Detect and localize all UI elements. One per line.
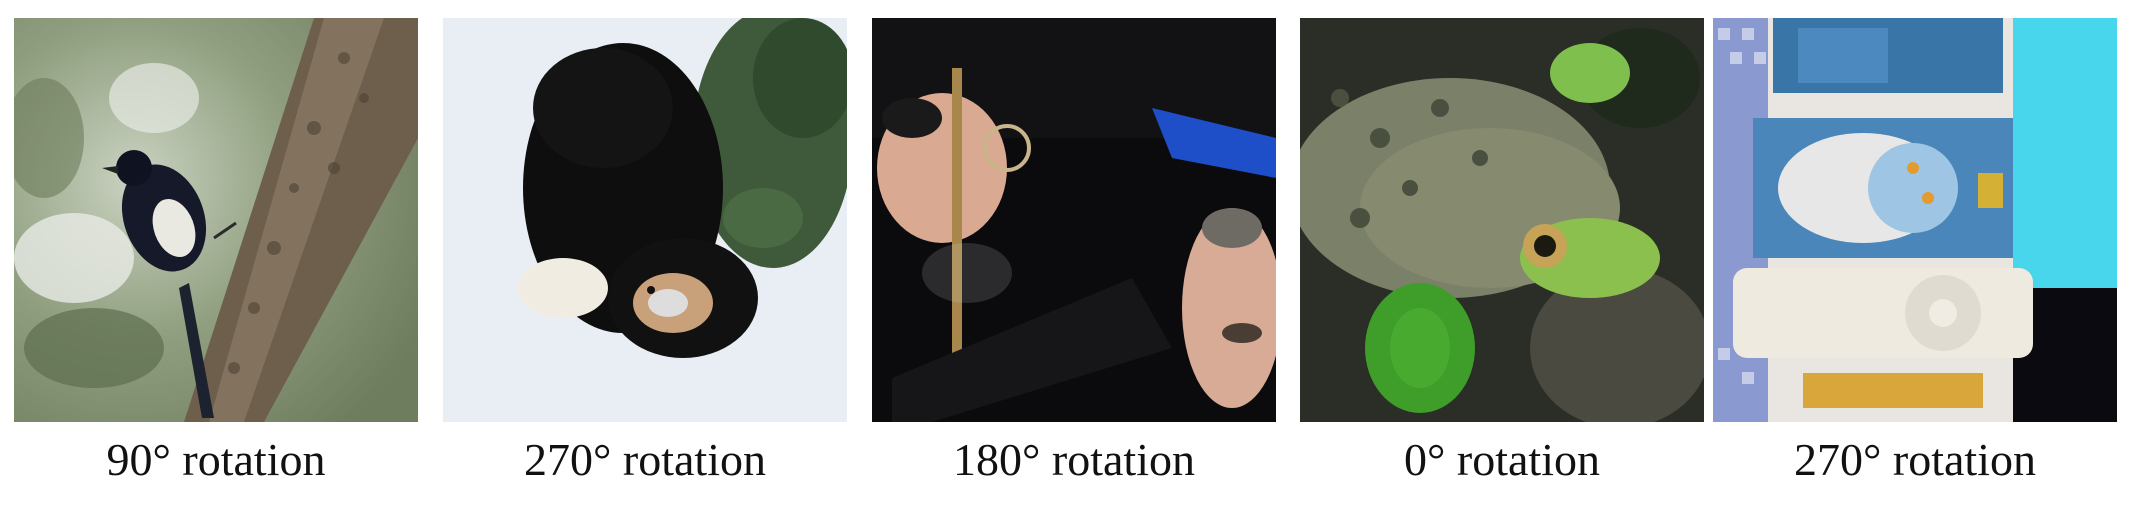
graduates-image	[872, 18, 1276, 422]
panel-graduates: 180° rotation	[872, 18, 1276, 485]
panel-dog: 270° rotation	[443, 18, 847, 485]
magpie-image	[14, 18, 418, 422]
panel-magpie: 90° rotation	[14, 18, 418, 485]
toy-bathroom-image	[1713, 18, 2117, 422]
frog-image	[1300, 18, 1704, 422]
caption-panel-3: 180° rotation	[953, 434, 1195, 485]
caption-panel-5: 270° rotation	[1794, 434, 2036, 485]
panel-toy-bathroom: 270° rotation	[1713, 18, 2117, 485]
caption-panel-1: 90° rotation	[106, 434, 326, 485]
panel-frog: 0° rotation	[1300, 18, 1704, 485]
caption-panel-2: 270° rotation	[524, 434, 766, 485]
dog-image	[443, 18, 847, 422]
caption-panel-4: 0° rotation	[1404, 434, 1600, 485]
